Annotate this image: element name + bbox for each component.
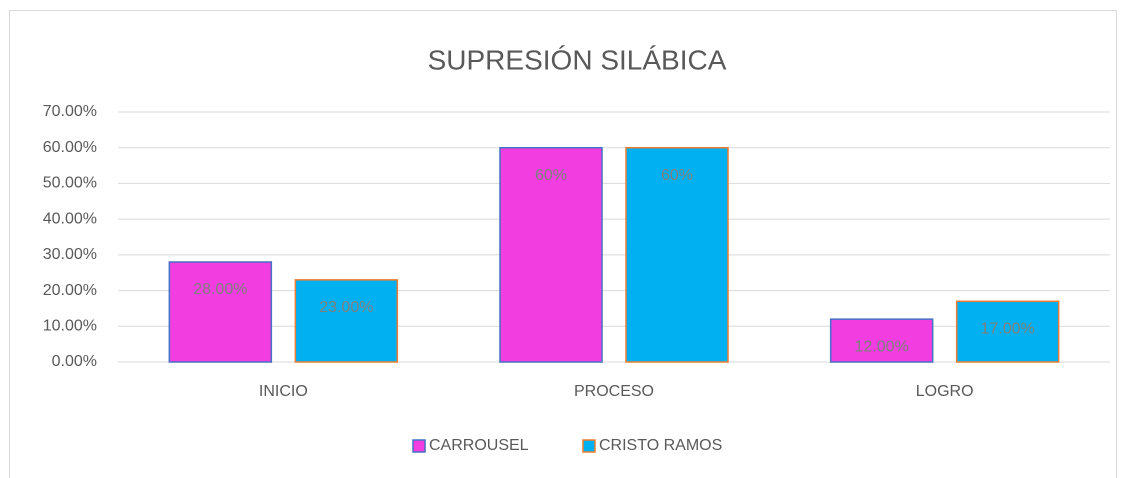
bar — [499, 146, 603, 363]
y-tick-label: 20.00% — [43, 282, 97, 299]
data-label: 12.00% — [855, 338, 909, 355]
legend-swatch — [412, 439, 426, 453]
x-tick-label: INICIO — [259, 383, 308, 400]
bar — [955, 300, 1060, 363]
bar — [829, 318, 934, 363]
x-tick-label: LOGRO — [916, 383, 974, 400]
y-tick-label: 10.00% — [43, 318, 97, 335]
y-tick-label: 70.00% — [43, 103, 97, 120]
legend-swatch — [582, 439, 596, 453]
data-label: 23.00% — [319, 299, 373, 316]
chart-border — [9, 10, 1117, 478]
bar — [294, 279, 399, 363]
legend-label: CARROUSEL — [429, 437, 529, 454]
y-tick-label: 0.00% — [52, 353, 97, 370]
data-label: 60% — [661, 167, 693, 184]
bar — [168, 261, 273, 363]
y-tick-label: 40.00% — [43, 210, 97, 227]
y-tick-label: 50.00% — [43, 175, 97, 192]
y-tick-label: 60.00% — [43, 139, 97, 156]
data-label: 17.00% — [981, 321, 1035, 338]
data-label: 28.00% — [193, 281, 247, 298]
chart-title: SUPRESIÓN SILÁBICA — [428, 44, 727, 75]
y-tick-label: 30.00% — [43, 246, 97, 263]
bar — [625, 146, 729, 363]
data-label: 60% — [535, 167, 567, 184]
legend-label: CRISTO RAMOS — [599, 437, 722, 454]
x-tick-label: PROCESO — [574, 383, 654, 400]
